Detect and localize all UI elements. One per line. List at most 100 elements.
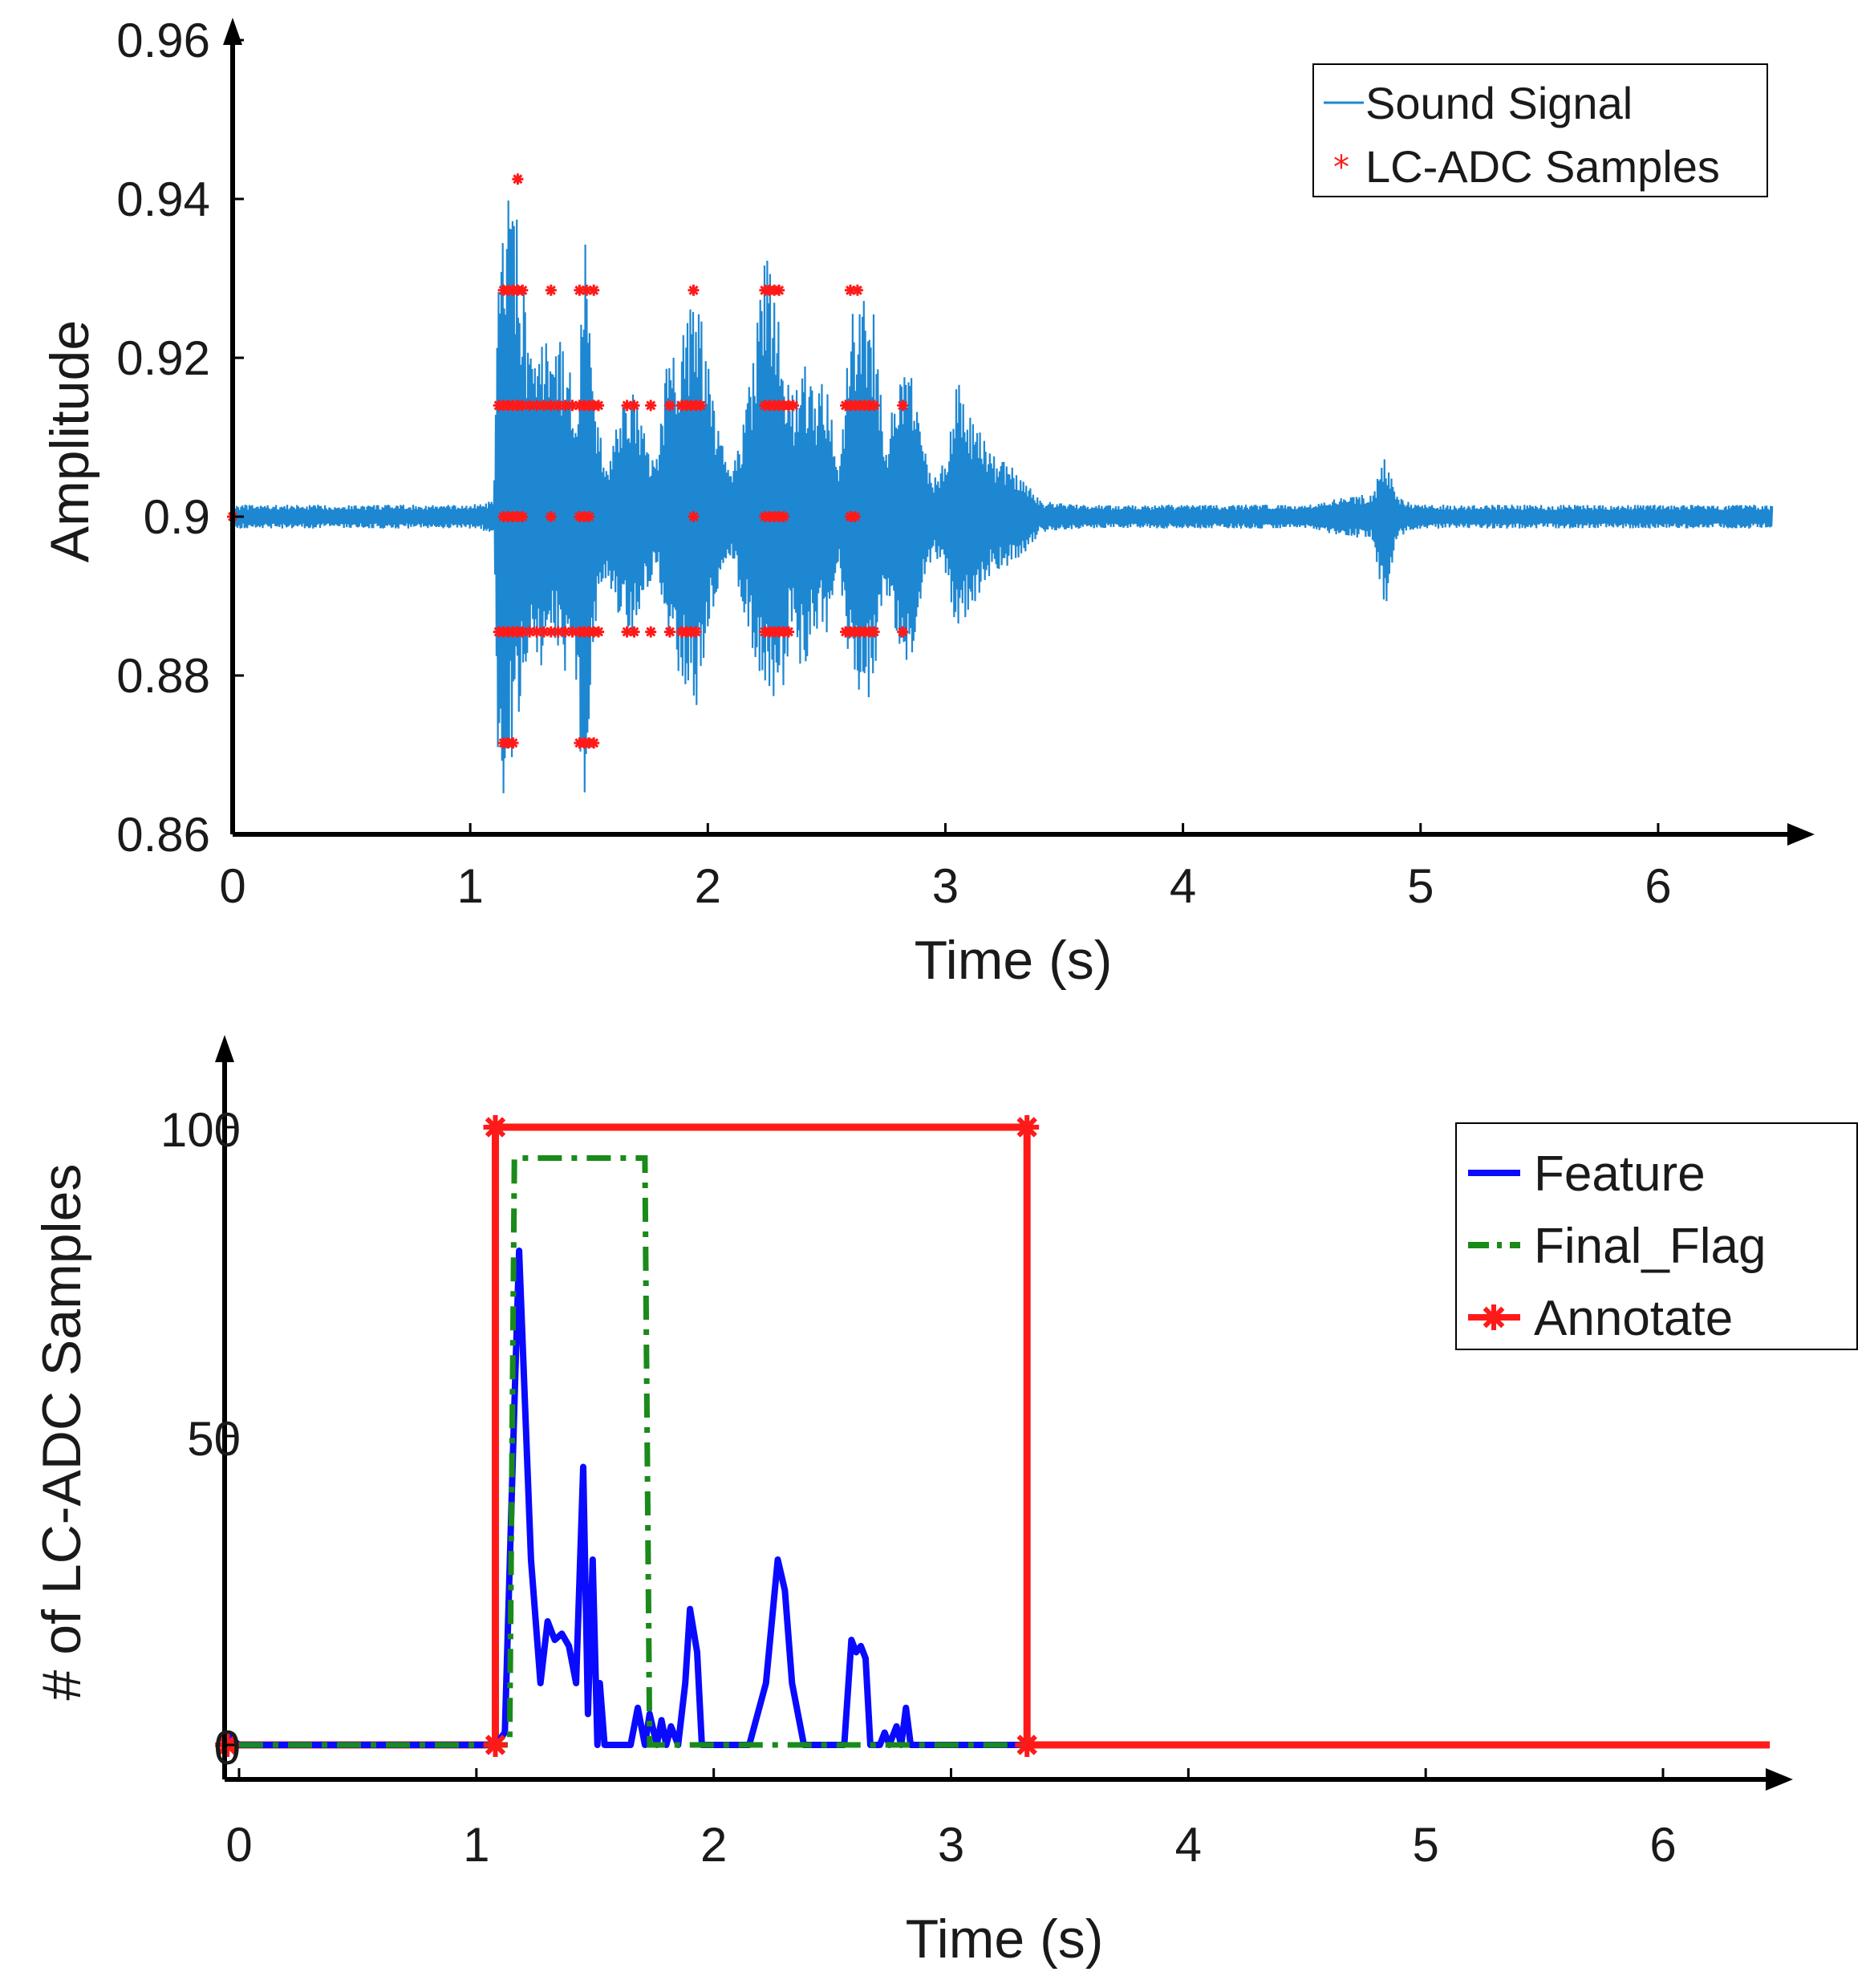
final-flag-line bbox=[239, 1155, 1023, 1748]
top-x-tick-label: 3 bbox=[932, 859, 959, 913]
sound-signal-line bbox=[231, 200, 1774, 793]
lc-adc-sample-point bbox=[787, 400, 799, 412]
lc-adc-sample-point bbox=[538, 400, 550, 412]
lc-adc-sample-point bbox=[531, 626, 543, 638]
lc-adc-sample-point bbox=[545, 626, 557, 638]
top-x-label: Time (s) bbox=[915, 930, 1113, 991]
annotate-marker bbox=[1015, 1733, 1040, 1757]
lc-adc-sample-point bbox=[531, 400, 543, 412]
bottom-y-tick-label: 50 bbox=[187, 1412, 241, 1466]
lc-adc-sample-point bbox=[566, 400, 578, 412]
lc-adc-sample-point bbox=[897, 626, 909, 638]
bottom-legend-feature-label: Feature bbox=[1534, 1146, 1706, 1202]
top-legend-samples-swatch: * bbox=[1333, 149, 1349, 186]
bottom-legend-annotate-star bbox=[1481, 1304, 1507, 1330]
lc-adc-sample-point bbox=[552, 626, 564, 638]
top-x-ticks: 0 1 2 3 4 5 6 bbox=[219, 823, 1672, 913]
top-y-tick-label: 0.92 bbox=[116, 331, 210, 385]
lc-adc-sample-point bbox=[688, 511, 700, 522]
lc-adc-sample-point bbox=[690, 626, 702, 638]
top-legend-signal-label: Sound Signal bbox=[1365, 78, 1633, 128]
lc-adc-sample-point bbox=[851, 284, 863, 296]
top-y-tick-label: 0.9 bbox=[144, 490, 210, 544]
bottom-x-tick-label: 2 bbox=[700, 1818, 727, 1872]
top-x-tick-label: 0 bbox=[219, 859, 245, 913]
annotate-marker bbox=[1015, 1115, 1040, 1139]
top-x-tick-label: 4 bbox=[1170, 859, 1196, 913]
lc-adc-sample-point bbox=[524, 626, 536, 638]
lc-adc-sample-point bbox=[559, 400, 571, 412]
lc-adc-sample-point bbox=[583, 511, 595, 522]
lc-adc-sample-point bbox=[566, 626, 578, 638]
lc-adc-sample-point bbox=[645, 400, 657, 412]
lc-adc-sample-point bbox=[783, 626, 794, 638]
bottom-y-label: # of LC-ADC Samples bbox=[31, 1164, 92, 1701]
lc-adc-sample-point bbox=[897, 400, 909, 412]
annotate-marker bbox=[483, 1115, 508, 1139]
lc-adc-sample-point bbox=[845, 284, 856, 296]
lc-adc-sample-point bbox=[524, 400, 536, 412]
lc-adc-sample-point bbox=[545, 511, 557, 522]
lc-adc-sample-point bbox=[628, 626, 640, 638]
lc-adc-sample-point bbox=[778, 511, 790, 522]
bottom-legend-flag-label: Final_Flag bbox=[1534, 1219, 1766, 1274]
lc-adc-sample-point bbox=[581, 284, 593, 296]
lc-adc-sample-point bbox=[517, 400, 529, 412]
bottom-legend-box bbox=[1455, 1122, 1858, 1350]
bottom-plot-area bbox=[215, 1115, 1771, 1757]
top-y-label: Amplitude bbox=[39, 320, 100, 562]
lc-adc-sample-point bbox=[517, 284, 529, 296]
lc-adc-sample-point bbox=[621, 400, 633, 412]
top-legend-box bbox=[1312, 63, 1768, 197]
lc-adc-sample-point bbox=[645, 626, 657, 638]
top-y-tick-label: 0.94 bbox=[116, 172, 210, 226]
feature-line bbox=[225, 1248, 1023, 1748]
lc-adc-sample-point bbox=[593, 626, 605, 638]
lc-adc-sample-point bbox=[507, 737, 519, 749]
lc-adc-sample-point bbox=[868, 400, 880, 412]
bottom-x-axis-arrow bbox=[1766, 1768, 1793, 1791]
lc-adc-sample-point bbox=[574, 284, 586, 296]
bottom-y-tick-label: 100 bbox=[160, 1103, 241, 1157]
lc-adc-sample-point bbox=[773, 284, 785, 296]
top-y-ticks: 0.86 0.88 0.9 0.92 0.94 0.96 bbox=[116, 14, 244, 862]
top-legend-samples-label: LC-ADC Samples bbox=[1365, 141, 1720, 192]
lc-adc-sample-point bbox=[663, 400, 675, 412]
lc-adc-sample-point bbox=[545, 284, 557, 296]
lc-adc-sample-point bbox=[621, 626, 633, 638]
lc-adc-sample-point bbox=[517, 626, 529, 638]
lc-adc-sample-point bbox=[552, 400, 564, 412]
lc-adc-sample-point bbox=[663, 626, 675, 638]
lc-adc-sample-point bbox=[517, 511, 529, 522]
lc-adc-sample-point bbox=[545, 400, 557, 412]
lc-adc-sample-point bbox=[588, 284, 600, 296]
lc-adc-sample-point bbox=[695, 400, 707, 412]
lc-adc-sample-point bbox=[588, 737, 600, 749]
bottom-x-label: Time (s) bbox=[906, 1909, 1104, 1970]
bottom-y-ticks: 0 50 100 bbox=[160, 1103, 241, 1775]
lc-adc-sample-point bbox=[559, 626, 571, 638]
top-x-tick-label: 5 bbox=[1407, 859, 1434, 913]
bottom-x-ticks: 0 1 2 3 4 5 6 bbox=[225, 1768, 1677, 1872]
lc-adc-sample-point bbox=[538, 626, 550, 638]
bottom-x-tick-label: 3 bbox=[938, 1818, 964, 1872]
annotate-marker bbox=[483, 1733, 508, 1757]
lc-adc-sample-point bbox=[593, 400, 605, 412]
top-y-tick-label: 0.96 bbox=[116, 14, 210, 67]
top-y-axis-arrow bbox=[223, 18, 242, 45]
bottom-chart: 0 1 2 3 4 5 6 0 50 100 Time (s) # of LC-ADC Samp… bbox=[31, 1035, 1858, 1970]
lc-adc-sample-point bbox=[868, 626, 880, 638]
top-x-tick-label: 2 bbox=[695, 859, 721, 913]
lc-adc-sample-point bbox=[512, 173, 524, 185]
bottom-x-tick-label: 6 bbox=[1649, 1818, 1676, 1872]
bottom-x-tick-label: 0 bbox=[225, 1818, 252, 1872]
bottom-legend-annotate-label: Annotate bbox=[1534, 1291, 1733, 1346]
bottom-y-tick-label: 0 bbox=[214, 1721, 241, 1775]
top-chart: 0 1 2 3 4 5 6 0.86 0.88 0.9 0.92 0.94 0.96 Time (s)… bbox=[39, 14, 1815, 991]
top-y-tick-label: 0.88 bbox=[116, 649, 210, 703]
lc-adc-sample-point bbox=[688, 284, 700, 296]
bottom-x-tick-label: 1 bbox=[463, 1818, 489, 1872]
top-x-tick-label: 1 bbox=[456, 859, 483, 913]
top-legend: Sound Signal * LC-ADC Samples bbox=[1312, 63, 1768, 197]
